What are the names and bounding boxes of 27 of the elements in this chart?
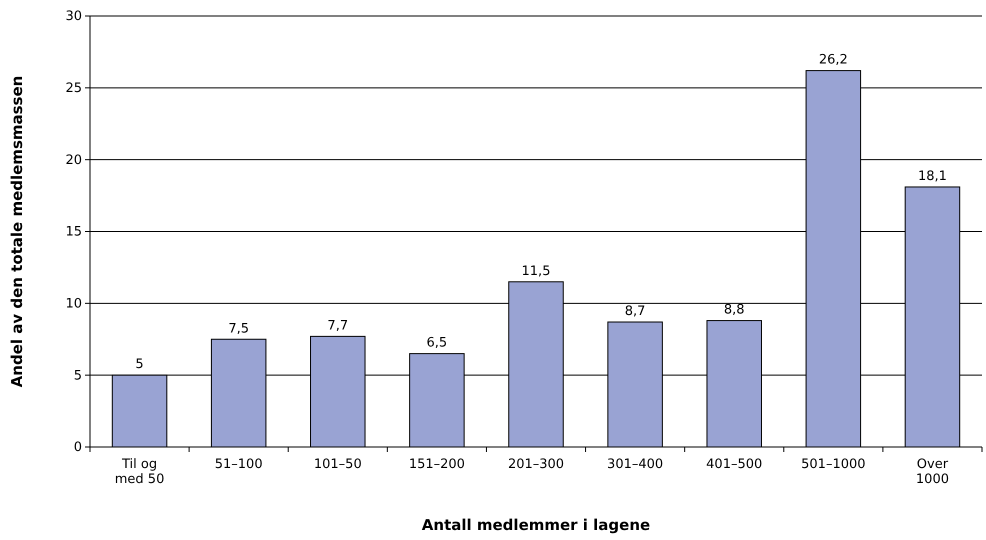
x-tick-label: 501–1000 — [801, 457, 866, 472]
data-label: 5 — [135, 357, 144, 372]
y-tick-label: 25 — [65, 80, 82, 96]
x-tick-label: 301–400 — [607, 457, 664, 472]
x-axis-title: Antall medlemmer i lagene — [422, 516, 650, 534]
x-tick-label: Over 1000 — [916, 457, 949, 488]
data-label: 11,5 — [522, 264, 550, 279]
y-tick-label: 5 — [74, 368, 82, 384]
data-label: 6,5 — [426, 336, 448, 351]
y-tick-label: 10 — [65, 296, 82, 312]
x-tick-label: 51–100 — [214, 457, 263, 472]
data-label: 7,7 — [327, 318, 348, 334]
y-tick-label: 15 — [65, 224, 82, 240]
x-tick-label: 401–500 — [706, 457, 762, 472]
data-label: 8,8 — [724, 302, 745, 318]
x-tick-label: 201–300 — [508, 457, 564, 472]
y-tick-label: 20 — [65, 152, 82, 168]
y-axis-title: Andel av den totale medlemsmassen — [8, 76, 26, 388]
data-label: 26,2 — [818, 52, 848, 68]
data-label: 7,5 — [228, 321, 250, 336]
x-tick-label: Til og med 50 — [114, 457, 164, 488]
y-tick-label: 30 — [65, 9, 82, 24]
data-label: 18,1 — [918, 168, 947, 184]
x-tick-label: 101–50 — [314, 457, 362, 472]
data-label: 8,7 — [624, 304, 646, 320]
x-tick-label: 151–200 — [408, 457, 465, 472]
y-tick-label: 0 — [74, 440, 82, 456]
